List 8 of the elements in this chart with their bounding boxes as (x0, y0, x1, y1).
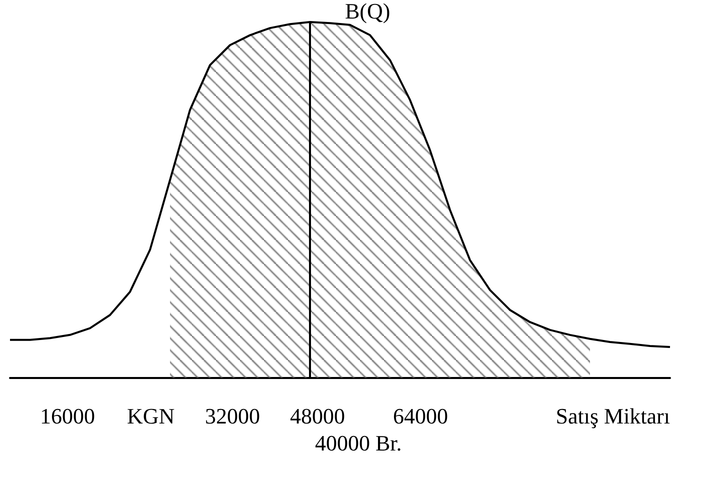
text: 64000 (393, 404, 448, 428)
text: KGN (126, 404, 175, 428)
text: 32000 (205, 404, 260, 428)
text: 40000 Br. (314, 430, 402, 456)
text: 16000 (40, 404, 95, 428)
annotation: B(Q) (345, 0, 390, 24)
x-axis-title: Satış Miktarı (556, 404, 670, 428)
text: 48000 (290, 404, 345, 428)
